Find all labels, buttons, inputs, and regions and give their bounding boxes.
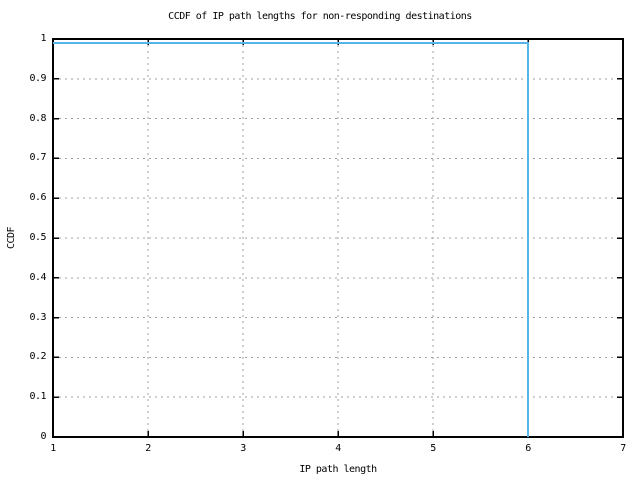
y-tick-label: 0.6 (29, 192, 46, 204)
y-tick-label: 0.9 (29, 72, 46, 84)
y-tick-label: 0.5 (29, 232, 46, 243)
y-tick-label: 0 (40, 431, 46, 442)
y-tick-label: 0.1 (29, 391, 46, 403)
x-tick-label: 1 (50, 443, 56, 454)
x-tick-label: 3 (240, 443, 246, 454)
x-tick-label: 4 (335, 443, 341, 454)
y-tick-label: 0.2 (29, 351, 46, 363)
y-tick-label: 0.8 (29, 112, 46, 124)
x-tick-label: 2 (145, 443, 151, 454)
x-axis-label: IP path length (299, 464, 377, 475)
x-tick-label: 6 (525, 443, 531, 454)
series-line-ccdf (53, 41, 529, 437)
y-tick-label: 0.3 (29, 311, 46, 323)
chart-title: CCDF of IP path lengths for non-respondi… (168, 11, 472, 22)
y-tick-label: 0.4 (29, 271, 46, 283)
x-tick-label: 7 (620, 443, 626, 454)
y-tick-label: 0.7 (29, 152, 46, 164)
x-tick-label: 5 (430, 443, 436, 454)
y-tick-label: 1 (40, 33, 46, 44)
